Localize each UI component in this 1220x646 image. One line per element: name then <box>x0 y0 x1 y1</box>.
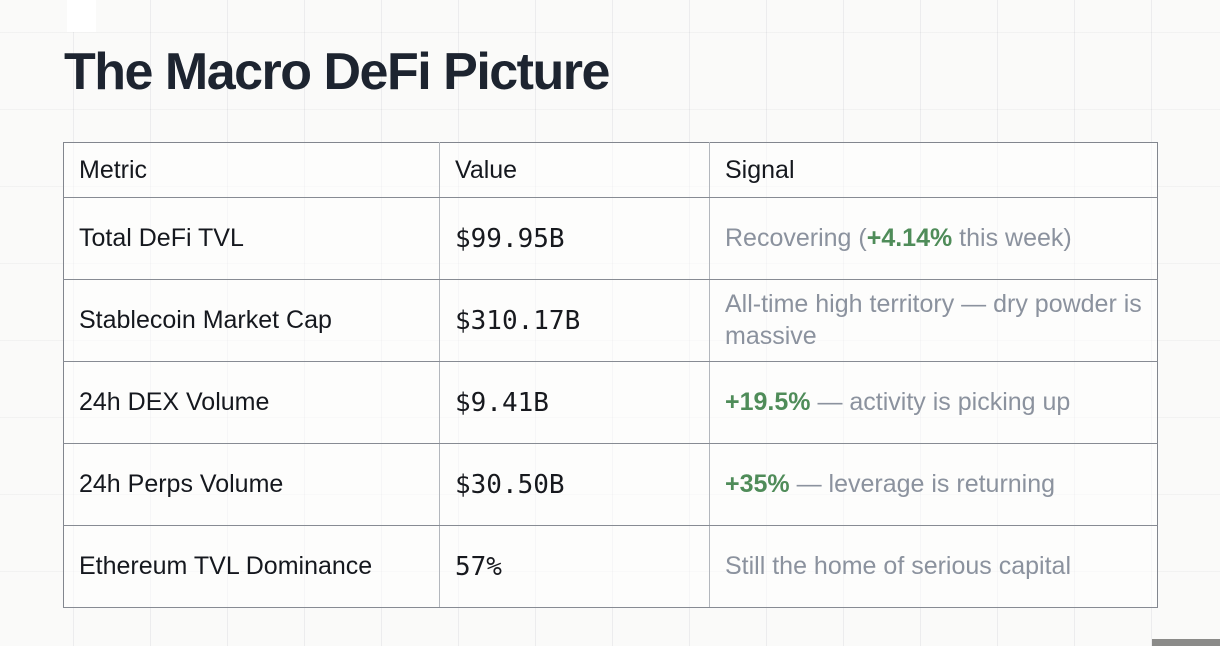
metric-cell: Stablecoin Market Cap <box>63 279 440 362</box>
value-cell: $30.50B <box>439 443 710 526</box>
table-row-total-defi-tvl: Total DeFi TVL $99.95B Recovering (+4.14… <box>63 197 1158 280</box>
value-cell: $9.41B <box>439 361 710 444</box>
column-header-value: Value <box>439 142 710 198</box>
table-row-ethereum-tvl-dominance: Ethereum TVL Dominance 57% Still the hom… <box>63 525 1158 608</box>
page-title: The Macro DeFi Picture <box>64 43 610 101</box>
metric-cell: Ethereum TVL Dominance <box>63 525 440 608</box>
table-row-24h-perps-volume: 24h Perps Volume $30.50B +35% — leverage… <box>63 443 1158 526</box>
signal-cell: +19.5% — activity is picking up <box>709 361 1158 444</box>
signal-text: — activity is picking up <box>810 387 1071 416</box>
column-header-signal: Signal <box>709 142 1158 198</box>
table-header-row: Metric Value Signal <box>63 142 1158 198</box>
metric-cell: Total DeFi TVL <box>63 197 440 280</box>
table-row-stablecoin-market-cap: Stablecoin Market Cap $310.17B All-time … <box>63 279 1158 362</box>
value-cell: $310.17B <box>439 279 710 362</box>
signal-highlight: +4.14% <box>866 223 953 252</box>
signal-text: — leverage is returning <box>789 469 1056 498</box>
signal-cell: Recovering (+4.14% this week) <box>709 197 1158 280</box>
metric-cell: 24h DEX Volume <box>63 361 440 444</box>
signal-highlight: +19.5% <box>725 387 811 416</box>
bottom-right-partial-bar <box>1152 639 1220 646</box>
signal-cell: All-time high territory — dry powder is … <box>709 279 1158 362</box>
signal-cell: Still the home of serious capital <box>709 525 1158 608</box>
signal-text: Recovering ( <box>725 223 867 252</box>
metric-cell: 24h Perps Volume <box>63 443 440 526</box>
signal-highlight: +35% <box>725 469 790 498</box>
signal-text: Still the home of serious capital <box>725 551 1072 580</box>
signal-cell: +35% — leverage is returning <box>709 443 1158 526</box>
signal-text: All-time high territory — dry powder is … <box>725 289 1142 350</box>
macro-defi-table: Metric Value Signal Total DeFi TVL $99.9… <box>63 142 1158 608</box>
value-cell: 57% <box>439 525 710 608</box>
column-header-metric: Metric <box>63 142 440 198</box>
background-grid-highlight <box>67 0 96 32</box>
table-row-24h-dex-volume: 24h DEX Volume $9.41B +19.5% — activity … <box>63 361 1158 444</box>
signal-text: this week) <box>952 223 1072 252</box>
value-cell: $99.95B <box>439 197 710 280</box>
